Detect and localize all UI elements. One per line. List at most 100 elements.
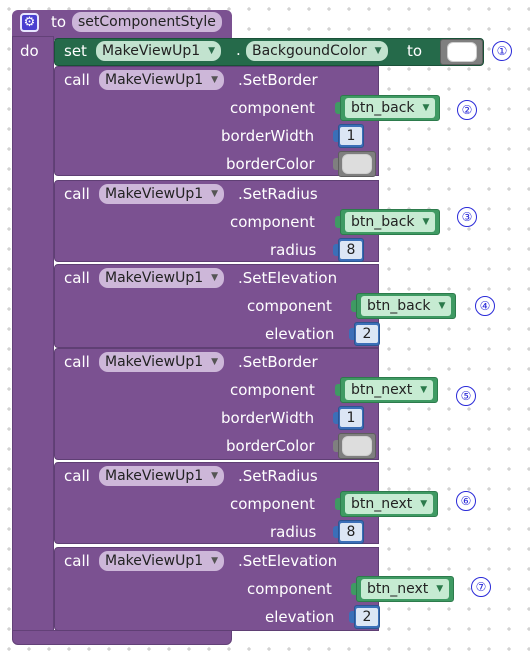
grid-plus [7, 347, 11, 351]
grid-plus [467, 587, 471, 591]
set-color-block[interactable] [440, 39, 483, 65]
procedure-name-field[interactable]: setComponentStyle [72, 12, 222, 32]
number-field[interactable]: 2 [356, 325, 378, 343]
grid-plus [527, 487, 530, 491]
number-block[interactable]: 1 [338, 406, 364, 430]
grid-plus [507, 367, 511, 371]
grid-plus [267, 7, 271, 11]
grid-plus [527, 327, 530, 331]
number-field[interactable]: 1 [340, 127, 362, 145]
component-block[interactable]: btn_back ▼ [340, 95, 441, 121]
grid-plus [507, 247, 511, 251]
grid-plus [427, 527, 431, 531]
grid-plus [407, 267, 411, 271]
grid-plus [47, 647, 51, 651]
number-field[interactable]: 8 [340, 523, 362, 541]
component-dropdown[interactable]: btn_next ▼ [345, 380, 434, 400]
component-block[interactable]: btn_next ▼ [356, 576, 455, 602]
color-swatch[interactable] [342, 154, 372, 174]
number-block[interactable]: 1 [338, 124, 364, 148]
grid-plus [207, 647, 211, 651]
grid-plus [527, 507, 530, 511]
call-component-dropdown[interactable]: MakeViewUp1 ▼ [99, 268, 225, 288]
set-component-dropdown[interactable]: MakeViewUp1 ▼ [96, 41, 222, 61]
number-block[interactable]: 2 [354, 322, 380, 346]
number-field[interactable]: 1 [340, 409, 362, 427]
param-label-bordercolor: borderColor [226, 155, 315, 173]
set-property-dropdown[interactable]: BackgoundColor ▼ [246, 41, 388, 61]
call-method-name: .SetBorder [238, 353, 318, 371]
chevron-down-icon: ▼ [422, 103, 430, 113]
grid-plus [387, 247, 391, 251]
call-component-dropdown[interactable]: MakeViewUp1 ▼ [99, 352, 225, 372]
grid-plus [7, 87, 11, 91]
grid-plus [527, 47, 530, 51]
procedure-body[interactable] [12, 36, 54, 644]
component-block[interactable]: btn_next ▼ [340, 491, 439, 517]
component-block[interactable]: btn_back ▼ [356, 293, 457, 319]
grid-plus [7, 207, 11, 211]
color-block[interactable] [338, 151, 376, 177]
component-dropdown[interactable]: btn_next ▼ [345, 494, 434, 514]
call-component-dropdown[interactable]: MakeViewUp1 ▼ [99, 551, 225, 571]
number-block[interactable]: 8 [338, 238, 364, 262]
grid-plus [447, 627, 451, 631]
call-component-dropdown[interactable]: MakeViewUp1 ▼ [99, 466, 225, 486]
grid-plus [447, 167, 451, 171]
param-label-borderwidth: borderWidth [221, 127, 315, 145]
component-dropdown[interactable]: btn_back ▼ [345, 98, 436, 118]
plug-notch [349, 328, 354, 340]
grid-plus [247, 27, 251, 31]
grid-plus [447, 547, 451, 551]
grid-plus [7, 627, 11, 631]
chevron-down-icon: ▼ [211, 189, 219, 199]
grid-plus [407, 7, 411, 11]
grid-plus [467, 267, 471, 271]
call-component-dropdown[interactable]: MakeViewUp1 ▼ [99, 70, 225, 90]
call-method-name: .SetElevation [238, 552, 338, 570]
grid-plus [7, 267, 11, 271]
annotation-marker: ⑦ [471, 577, 491, 597]
grid-plus [487, 207, 491, 211]
grid-plus [367, 647, 371, 651]
chevron-down-icon: ▼ [438, 301, 446, 311]
grid-plus [387, 287, 391, 291]
number-field[interactable]: 2 [356, 608, 378, 626]
color-swatch[interactable] [342, 436, 372, 456]
grid-plus [7, 467, 11, 471]
component-dropdown[interactable]: btn_back ▼ [361, 296, 452, 316]
plug-notch [333, 526, 338, 538]
color-swatch[interactable] [446, 42, 477, 62]
grid-plus [487, 27, 491, 31]
grid-plus [7, 287, 11, 291]
component-dropdown[interactable]: btn_back ▼ [345, 212, 436, 232]
grid-plus [7, 127, 11, 131]
grid-plus [427, 247, 431, 251]
component-block[interactable]: btn_next ▼ [340, 377, 439, 403]
grid-plus [487, 227, 491, 231]
number-block[interactable]: 2 [354, 605, 380, 629]
component-dropdown[interactable]: btn_next ▼ [361, 579, 450, 599]
number-field[interactable]: 8 [340, 241, 362, 259]
component-label: btn_back [351, 214, 415, 230]
component-block[interactable]: btn_back ▼ [340, 209, 441, 235]
procedure-do-keyword: do [20, 42, 39, 60]
call-component-dropdown[interactable]: MakeViewUp1 ▼ [99, 184, 225, 204]
color-block[interactable] [338, 433, 376, 459]
number-block[interactable]: 8 [338, 520, 364, 544]
param-label-elevation: elevation [265, 325, 335, 343]
grid-plus [7, 587, 11, 591]
grid-plus [527, 447, 530, 451]
grid-plus [7, 527, 11, 531]
grid-plus [427, 487, 431, 491]
grid-plus [487, 127, 491, 131]
grid-plus [7, 107, 11, 111]
gear-icon[interactable]: ⚙ [20, 13, 39, 32]
grid-plus [427, 427, 431, 431]
grid-plus [507, 567, 511, 571]
grid-plus [427, 327, 431, 331]
grid-plus [527, 107, 530, 111]
plug-notch [335, 102, 340, 114]
param-label-component: component [247, 297, 332, 315]
grid-plus [407, 607, 411, 611]
